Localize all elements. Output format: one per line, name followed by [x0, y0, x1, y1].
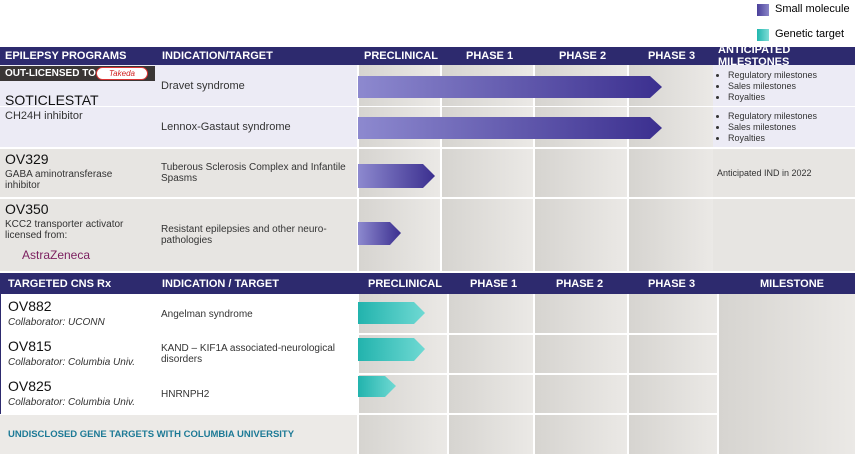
header: PHASE 2: [559, 50, 607, 62]
milestone: Royalties: [728, 133, 817, 144]
row-bg: [0, 294, 357, 414]
collaborator: Collaborator: Columbia Univ.: [8, 397, 136, 408]
program-name: OV815: [8, 338, 52, 354]
divider: [0, 413, 717, 415]
progress-arrow: [358, 376, 396, 397]
row-bg: [0, 414, 357, 454]
footer-text: UNDISCLOSED GENE TARGETS WITH COLUMBIA U…: [8, 429, 295, 440]
divider: [0, 197, 855, 199]
program-desc: KCC2 transporter activator licensed from…: [5, 219, 124, 241]
header: MILESTONE: [760, 277, 824, 290]
header: EPILEPSY PROGRAMS: [5, 50, 127, 62]
indication: Angelman syndrome: [161, 308, 253, 320]
partner-logo: Takeda: [96, 67, 148, 80]
progress-arrow: [358, 164, 435, 188]
indication: Lennox-Gastaut syndrome: [161, 121, 291, 133]
indication: Resistant epilepsies and other neuro-pat…: [161, 224, 327, 246]
program-name: OV329: [5, 151, 49, 167]
progress-arrow: [358, 302, 425, 324]
milestones: Regulatory milestonesSales milestonesRoy…: [718, 70, 817, 103]
milestone: Anticipated IND in 2022: [717, 168, 812, 178]
indication: KAND – KIF1A associated-neurological dis…: [161, 343, 335, 365]
partner-logo: AstraZeneca: [22, 248, 91, 262]
header: PHASE 3: [648, 277, 696, 290]
phase-col: [440, 65, 533, 271]
legend-swatch: [757, 4, 769, 16]
divider: [0, 106, 855, 107]
milestones: Regulatory milestonesSales milestonesRoy…: [718, 111, 817, 144]
divider: [0, 147, 855, 149]
header: PHASE 3: [648, 50, 696, 62]
progress-arrow: [358, 338, 425, 361]
phase-col: [627, 65, 713, 271]
collaborator: Collaborator: UCONN: [8, 317, 105, 328]
header: INDICATION/TARGET: [162, 50, 273, 62]
progress-arrow: [358, 117, 662, 139]
header-row: EPILEPSY PROGRAMS INDICATION/TARGET PREC…: [0, 44, 855, 68]
legend-label: Small molecule: [775, 3, 850, 15]
header: PRECLINICAL: [364, 50, 438, 62]
divider: [0, 333, 717, 335]
program-desc: GABA aminotransferase inhibitor: [5, 169, 113, 191]
program-name: SOTICLESTAT: [5, 92, 99, 108]
milestone: Regulatory milestones: [728, 111, 817, 122]
divider: [0, 373, 717, 375]
milestone: Sales milestones: [728, 122, 817, 133]
indication: HNRNPH2: [161, 388, 210, 400]
header: PHASE 1: [466, 50, 514, 62]
milestone: Regulatory milestones: [728, 70, 817, 81]
indication: Tuberous Sclerosis Complex and Infantile…: [161, 162, 346, 184]
milestone: Sales milestones: [728, 81, 817, 92]
phase-col: [533, 65, 627, 271]
header: INDICATION / TARGET: [162, 277, 279, 290]
header-row: TARGETED CNS Rx INDICATION / TARGET PREC…: [0, 273, 855, 294]
indication: Dravet syndrome: [161, 80, 245, 92]
milestone: Royalties: [728, 92, 817, 103]
legend-swatch: [757, 29, 769, 41]
program-name: OV350: [5, 201, 49, 217]
header: PHASE 1: [470, 277, 518, 290]
progress-arrow: [358, 76, 662, 98]
header: PRECLINICAL: [368, 277, 442, 290]
collaborator: Collaborator: Columbia Univ.: [8, 357, 136, 368]
header: TARGETED CNS Rx: [8, 277, 112, 290]
header: ANTICIPATED MILESTONES: [718, 44, 791, 68]
legend-label: Genetic target: [775, 28, 845, 40]
phase-col: [717, 294, 855, 454]
header: PHASE 2: [556, 277, 604, 290]
divider: [0, 294, 1, 414]
program-name: OV882: [8, 298, 52, 314]
program-desc: CH24H inhibitor: [5, 110, 83, 122]
program-name: OV825: [8, 378, 52, 394]
progress-arrow: [358, 222, 401, 245]
